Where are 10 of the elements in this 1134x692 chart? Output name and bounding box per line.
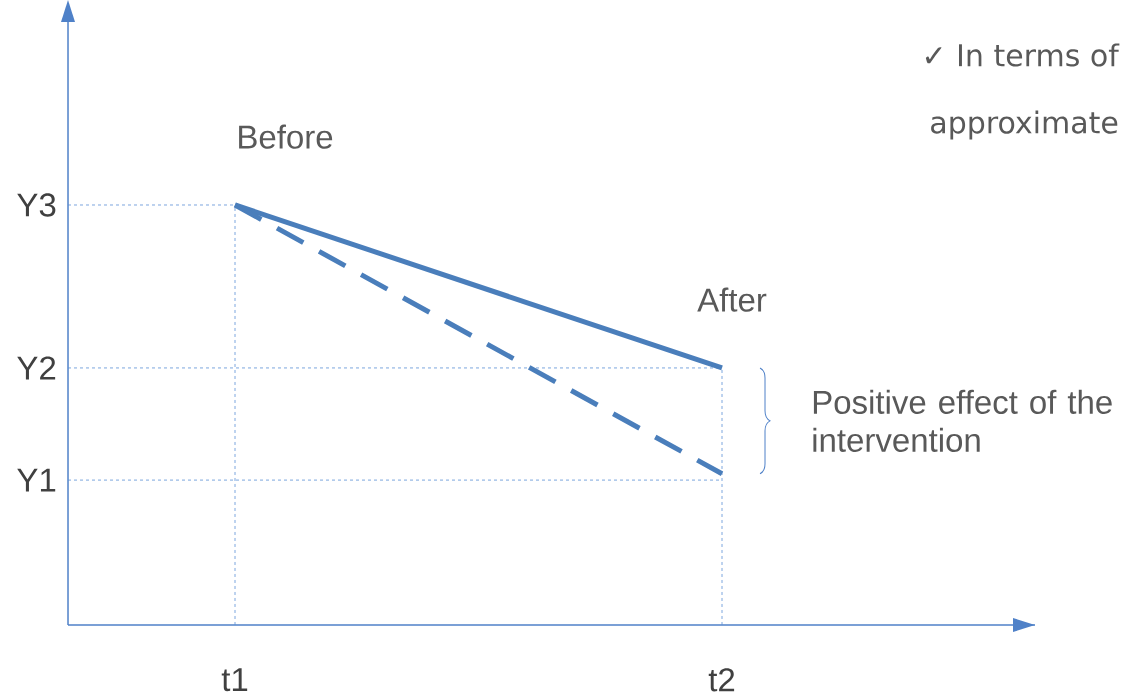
text: ✓ In terms of [925,43,1120,67]
annotation: Before [239,124,333,149]
text: approximate [931,110,1118,140]
x-tick-label: t2 [708,668,735,692]
text: Positive effect of the intervention [813,389,1112,452]
annotation: After [697,287,767,312]
x-tick-label: t1 [221,668,248,692]
ref-line-label: Y2 [17,356,56,380]
ref-line-label: Y1 [17,468,56,492]
ref-line-label: Y3 [17,193,56,217]
